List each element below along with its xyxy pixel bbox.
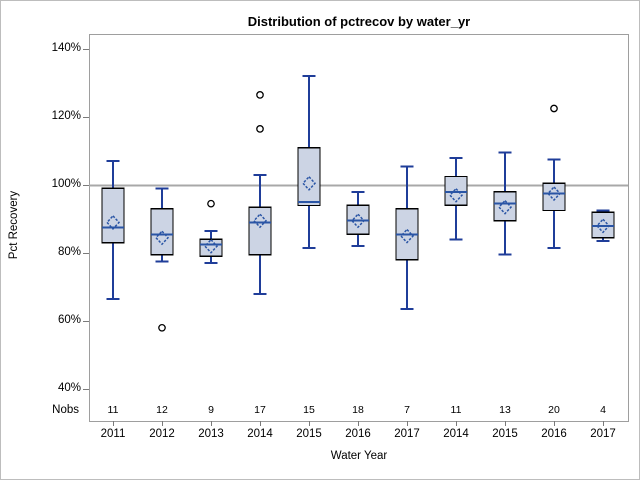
category-label: 2013 <box>198 428 224 440</box>
outlier-point <box>158 323 166 332</box>
iqr-box <box>493 191 517 222</box>
mean-diamond <box>154 230 170 246</box>
mean-diamond <box>105 214 121 231</box>
category-label: 2014 <box>247 428 273 440</box>
chart-title: Distribution of pctrecov by water_yr <box>247 14 471 29</box>
mean-diamond <box>448 187 464 203</box>
nobs-value: 7 <box>404 404 410 416</box>
category-label: 2015 <box>492 428 518 440</box>
y-tick-label: 140% <box>51 42 81 54</box>
mean-diamond <box>301 175 317 191</box>
mean-diamond <box>252 213 268 229</box>
mean-diamond <box>546 185 562 202</box>
nobs-value: 12 <box>156 404 168 416</box>
nobs-value: 20 <box>548 404 560 416</box>
outlier-point <box>550 104 558 113</box>
nobs-value: 18 <box>352 404 364 416</box>
category-label: 2012 <box>149 428 175 440</box>
y-tick-label: 100% <box>51 178 81 190</box>
mean-diamond <box>350 213 366 229</box>
category-label: 2011 <box>100 428 126 440</box>
y-tick-label: 60% <box>57 314 81 326</box>
outlier-point <box>207 199 215 208</box>
category-label: 2016 <box>541 428 567 440</box>
x-axis-title: Water Year <box>330 450 388 462</box>
category-label: 2017 <box>394 428 420 440</box>
nobs-value: 11 <box>107 404 119 416</box>
nobs-value: 9 <box>208 404 214 416</box>
outlier-point <box>256 125 264 133</box>
mean-diamond <box>595 218 611 234</box>
nobs-value: 11 <box>450 404 462 416</box>
nobs-label: Nobs <box>52 404 79 416</box>
nobs-value: 15 <box>303 404 315 416</box>
y-tick-label: 40% <box>57 382 81 394</box>
nobs-value: 17 <box>254 404 266 416</box>
iqr-box <box>297 146 321 207</box>
category-label: 2014 <box>443 428 469 440</box>
nobs-value: 4 <box>600 404 606 416</box>
mean-diamond <box>497 199 513 215</box>
iqr-box <box>542 182 566 212</box>
mean-diamond <box>399 228 415 244</box>
category-label: 2016 <box>345 428 371 440</box>
iqr-box <box>101 187 125 244</box>
category-label: 2015 <box>296 428 322 440</box>
y-tick-label: 80% <box>57 246 81 258</box>
y-tick-label: 120% <box>51 110 81 122</box>
iqr-box <box>248 206 272 256</box>
category-label: 2017 <box>590 428 616 440</box>
iqr-box <box>199 238 223 258</box>
mean-diamond <box>203 238 219 254</box>
outlier-point <box>256 91 264 99</box>
nobs-value: 13 <box>499 404 511 416</box>
